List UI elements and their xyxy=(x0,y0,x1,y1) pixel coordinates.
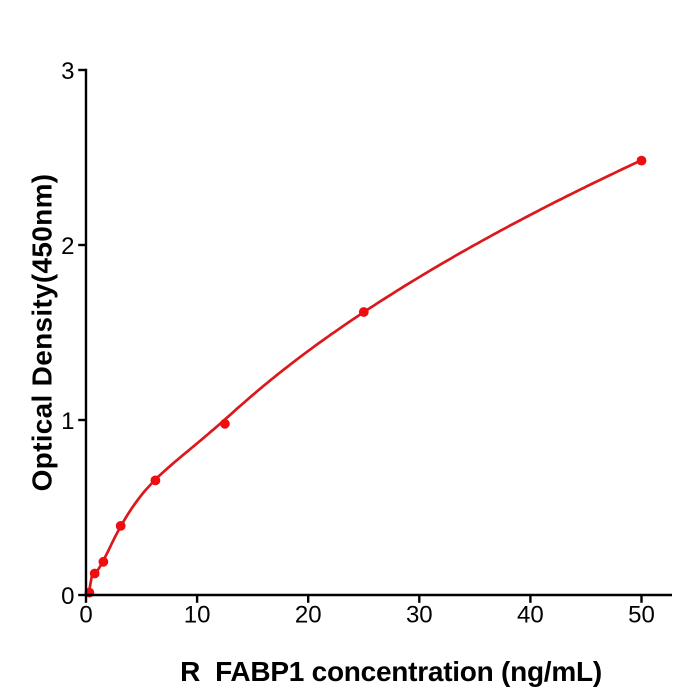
svg-text:0: 0 xyxy=(79,602,92,629)
svg-text:30: 30 xyxy=(406,602,433,629)
svg-text:2: 2 xyxy=(61,233,74,260)
svg-text:20: 20 xyxy=(295,602,322,629)
svg-text:R FABP1 concentration (ng/mL): R FABP1 concentration (ng/mL) xyxy=(180,656,602,687)
svg-text:1: 1 xyxy=(61,408,74,435)
svg-text:3: 3 xyxy=(61,58,74,85)
svg-text:10: 10 xyxy=(184,602,211,629)
svg-text:0: 0 xyxy=(61,583,74,610)
svg-text:50: 50 xyxy=(628,602,655,629)
svg-text:Optical Density(450nm): Optical Density(450nm) xyxy=(27,174,58,492)
svg-text:40: 40 xyxy=(517,602,544,629)
